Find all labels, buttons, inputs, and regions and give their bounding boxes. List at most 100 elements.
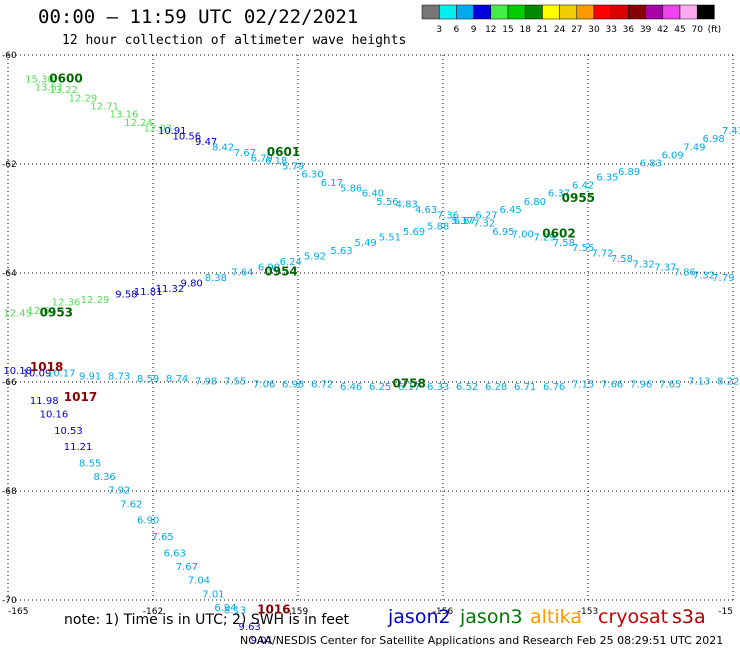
track-time-label: 0601 bbox=[267, 145, 300, 159]
y-tick-label: -60 bbox=[2, 51, 17, 61]
x-tick-label: -153 bbox=[578, 607, 598, 617]
colorbar-swatch bbox=[507, 4, 526, 20]
swh-value-label: 6.33 bbox=[427, 382, 449, 393]
swh-value-label: 11.32 bbox=[156, 284, 185, 295]
colorbar-label: 30 bbox=[588, 25, 600, 35]
swh-value-label: 12.36 bbox=[52, 298, 81, 309]
colorbar-label: 70 bbox=[691, 25, 703, 35]
swh-value-label: 12.29 bbox=[81, 295, 110, 306]
swh-value-label: 10.17 bbox=[47, 369, 76, 380]
colorbar-swatch bbox=[473, 4, 492, 20]
swh-value-label: 6.80 bbox=[524, 197, 546, 208]
swh-value-label: 6.42 bbox=[572, 181, 594, 192]
colorbar-swatch bbox=[559, 4, 578, 20]
swh-value-label: 9.91 bbox=[79, 371, 101, 382]
swh-value-label: 7.58 bbox=[611, 254, 633, 265]
legend-jason3: jason3 bbox=[460, 606, 523, 628]
swh-value-label: 4.63 bbox=[415, 205, 437, 216]
track-time-label: 0600 bbox=[49, 71, 82, 85]
swh-value-label: 4.83 bbox=[396, 200, 418, 211]
colorbar-swatch bbox=[679, 4, 698, 20]
swh-value-label: 9.01 bbox=[251, 636, 273, 647]
swh-value-label: 7.67 bbox=[234, 148, 256, 159]
colorbar-label: 27 bbox=[571, 25, 582, 35]
track-time-label: 0954 bbox=[264, 265, 297, 279]
chart-title: 00:00 – 11:59 UTC 02/22/2021 bbox=[38, 6, 359, 28]
swh-value-label: 11.81 bbox=[134, 287, 163, 298]
colorbar-swatch bbox=[542, 4, 560, 20]
colorbar-swatch bbox=[662, 4, 681, 20]
y-tick-label: -62 bbox=[2, 160, 17, 170]
swh-value-label: 7.64 bbox=[231, 268, 253, 279]
swh-value-label: 10.09 bbox=[23, 369, 52, 380]
swh-value-label: 6.95 bbox=[492, 227, 514, 238]
swh-value-label: 6.27 bbox=[475, 211, 497, 222]
colorbar-swatch bbox=[696, 4, 715, 20]
footer-credit: NOAA/NESDIS Center for Satellite Applica… bbox=[240, 634, 724, 647]
colorbar-label: 45 bbox=[674, 25, 685, 35]
colorbar-label: 36 bbox=[623, 25, 635, 35]
swh-value-label: 5.56 bbox=[376, 197, 398, 208]
swh-value-label: 13.22 bbox=[49, 85, 78, 96]
track-time-label: 0953 bbox=[40, 306, 73, 320]
swh-value-label: 8.36 bbox=[94, 472, 116, 483]
colorbar-label: 15 bbox=[502, 25, 513, 35]
swh-value-label: 6.71 bbox=[514, 382, 536, 393]
swh-value-label: 15.30 bbox=[25, 74, 54, 85]
swh-value-label: 8.13 bbox=[224, 606, 246, 617]
swh-value-label: 8.74 bbox=[166, 374, 188, 385]
swh-value-label: 12.29 bbox=[69, 93, 98, 104]
swh-value-label: 6.25 bbox=[369, 382, 391, 393]
colorbar-swatch bbox=[628, 4, 646, 20]
swh-value-label: 12.45 bbox=[3, 309, 32, 320]
swh-value-label: 7.06 bbox=[253, 379, 275, 390]
swh-value-label: 7.65 bbox=[659, 379, 681, 390]
swh-value-label: 11.98 bbox=[30, 396, 59, 407]
x-tick-label: -156 bbox=[433, 607, 454, 617]
colorbar-label: 6 bbox=[454, 25, 460, 35]
swh-value-label: 6.24 bbox=[280, 257, 302, 268]
footer-note: note: 1) Time is in UTC; 2) SWH is in fe… bbox=[64, 612, 350, 628]
swh-value-label: 7.29 bbox=[533, 232, 555, 243]
swh-value-label: 6.37 bbox=[548, 189, 570, 200]
swh-value-label: 7.32 bbox=[632, 260, 654, 271]
colorbar-label: 39 bbox=[640, 25, 652, 35]
colorbar-swatch bbox=[438, 4, 457, 20]
colorbar-swatch bbox=[456, 4, 474, 20]
swh-value-label: 7.67 bbox=[176, 562, 198, 573]
colorbar-label: 33 bbox=[605, 25, 616, 35]
swh-value-label: 6.94 bbox=[214, 603, 236, 614]
swh-value-label: 7.36 bbox=[437, 211, 459, 222]
swh-value-label: 7.66 bbox=[601, 379, 623, 390]
colorbar-swatch bbox=[645, 4, 664, 20]
colorbar-label: 42 bbox=[657, 25, 668, 35]
swh-value-label: 6.09 bbox=[661, 151, 683, 162]
swh-value-label: 7.00 bbox=[512, 230, 534, 241]
swh-value-label: 7.65 bbox=[152, 532, 174, 543]
colorbar-swatch bbox=[421, 4, 440, 20]
swh-value-label: 7.55 bbox=[572, 243, 594, 254]
track-time-label: 1018 bbox=[30, 360, 63, 374]
swh-value-label: 6.35 bbox=[596, 172, 618, 183]
swh-value-label: 13.16 bbox=[110, 110, 139, 121]
swh-value-label: 6.30 bbox=[301, 170, 323, 181]
swh-value-label: 6.18 bbox=[265, 156, 287, 167]
colorbar-label: 24 bbox=[554, 25, 566, 35]
swh-value-label: 10.53 bbox=[54, 426, 83, 437]
swh-value-label: 6.63 bbox=[164, 548, 186, 559]
swh-value-label: 8.38 bbox=[205, 273, 227, 284]
track-time-label: 0602 bbox=[542, 227, 575, 241]
swh-value-label: 7.13 bbox=[688, 377, 710, 388]
swh-value-label: 13.51 bbox=[35, 82, 64, 93]
swh-value-label: 7.15 bbox=[572, 379, 594, 390]
swh-value-label: 6.90 bbox=[137, 516, 159, 527]
x-tick-label: -165 bbox=[8, 607, 28, 617]
colorbar-swatch bbox=[576, 4, 595, 20]
swh-value-label: 12.62 bbox=[28, 306, 57, 317]
colorbar-swatch bbox=[490, 4, 509, 20]
swh-value-label: 5.37 bbox=[451, 216, 473, 227]
track-time-label: 0955 bbox=[562, 191, 595, 205]
colorbar-label: 12 bbox=[485, 25, 496, 35]
y-tick-label: -68 bbox=[2, 487, 17, 497]
